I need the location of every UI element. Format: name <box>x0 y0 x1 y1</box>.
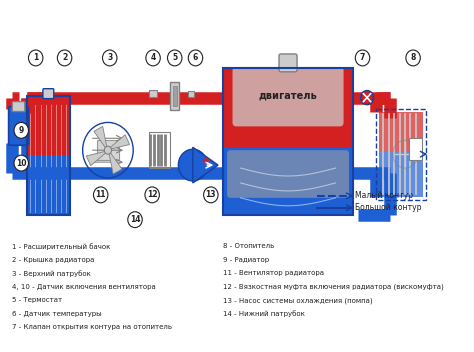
Bar <box>223 68 354 215</box>
Bar <box>27 96 70 155</box>
Text: 1 - Расширительный бачок: 1 - Расширительный бачок <box>12 244 110 250</box>
Bar <box>376 108 426 200</box>
Polygon shape <box>94 126 107 149</box>
Text: 5 - Термостат: 5 - Термостат <box>12 297 63 303</box>
Text: 3 - Верхний патрубок: 3 - Верхний патрубок <box>12 270 91 277</box>
Text: 5: 5 <box>172 54 177 62</box>
Text: 10: 10 <box>16 159 27 168</box>
Circle shape <box>361 91 374 105</box>
Text: 4: 4 <box>150 54 155 62</box>
Text: 2 - Крышка радиатора: 2 - Крышка радиатора <box>12 257 95 263</box>
Bar <box>188 91 194 97</box>
Text: 14 - Нижний патрубок: 14 - Нижний патрубок <box>223 310 304 317</box>
Text: 6 - Датчик температуры: 6 - Датчик температуры <box>12 310 102 316</box>
Text: 13 - Насос системы охлаждения (помпа): 13 - Насос системы охлаждения (помпа) <box>223 297 372 303</box>
Circle shape <box>57 50 72 66</box>
Circle shape <box>14 155 28 171</box>
Text: 13: 13 <box>206 190 216 199</box>
Circle shape <box>14 122 28 138</box>
Text: 1: 1 <box>33 54 38 62</box>
Circle shape <box>406 50 420 66</box>
Bar <box>379 112 423 152</box>
Text: 9 - Радиатор: 9 - Радиатор <box>223 257 269 263</box>
Circle shape <box>102 50 117 66</box>
Bar <box>170 82 179 109</box>
Text: 7 - Клапан открытия контура на отопитель: 7 - Клапан открытия контура на отопитель <box>12 324 172 330</box>
Text: 12: 12 <box>147 190 157 199</box>
Circle shape <box>128 212 142 228</box>
Bar <box>223 148 354 215</box>
Polygon shape <box>86 151 107 166</box>
FancyBboxPatch shape <box>279 54 297 72</box>
Bar <box>149 90 157 97</box>
Circle shape <box>204 187 218 203</box>
Bar <box>97 140 119 160</box>
Text: Большой контур: Большой контур <box>356 203 422 212</box>
Text: 11 - Вентилятор радиатора: 11 - Вентилятор радиатора <box>223 270 324 276</box>
Bar <box>173 86 176 106</box>
Bar <box>223 68 354 148</box>
Polygon shape <box>109 151 122 174</box>
Text: Малый контур: Малый контур <box>356 191 413 200</box>
Text: 4, 10 - Датчик включения вентилятора: 4, 10 - Датчик включения вентилятора <box>12 284 156 290</box>
Text: 12 - Вязкостная муфта включения радиатора (вискомуфта): 12 - Вязкостная муфта включения радиатор… <box>223 284 443 290</box>
Text: 14: 14 <box>130 215 140 224</box>
Bar <box>410 138 422 160</box>
Text: 3: 3 <box>107 54 112 62</box>
Text: 6: 6 <box>193 54 198 62</box>
Circle shape <box>167 50 182 66</box>
Circle shape <box>356 50 370 66</box>
FancyBboxPatch shape <box>233 67 344 126</box>
FancyBboxPatch shape <box>9 107 28 145</box>
Text: 8 - Отопитель: 8 - Отопитель <box>223 244 274 250</box>
Circle shape <box>145 187 159 203</box>
Bar <box>27 155 70 215</box>
Polygon shape <box>109 135 129 149</box>
Bar <box>379 152 423 197</box>
FancyBboxPatch shape <box>43 89 54 99</box>
FancyBboxPatch shape <box>12 102 25 112</box>
Circle shape <box>188 50 203 66</box>
Bar <box>27 96 70 215</box>
Text: 7: 7 <box>360 54 365 62</box>
Text: 8: 8 <box>410 54 416 62</box>
Circle shape <box>146 50 160 66</box>
Circle shape <box>93 187 108 203</box>
Circle shape <box>104 146 111 154</box>
FancyBboxPatch shape <box>227 150 349 198</box>
Text: двигатель: двигатель <box>259 90 318 101</box>
Text: 9: 9 <box>18 126 24 135</box>
Bar <box>148 132 170 168</box>
Polygon shape <box>193 147 218 183</box>
Circle shape <box>178 149 207 181</box>
Circle shape <box>28 50 43 66</box>
Text: 11: 11 <box>95 190 106 199</box>
Text: 2: 2 <box>62 54 67 62</box>
